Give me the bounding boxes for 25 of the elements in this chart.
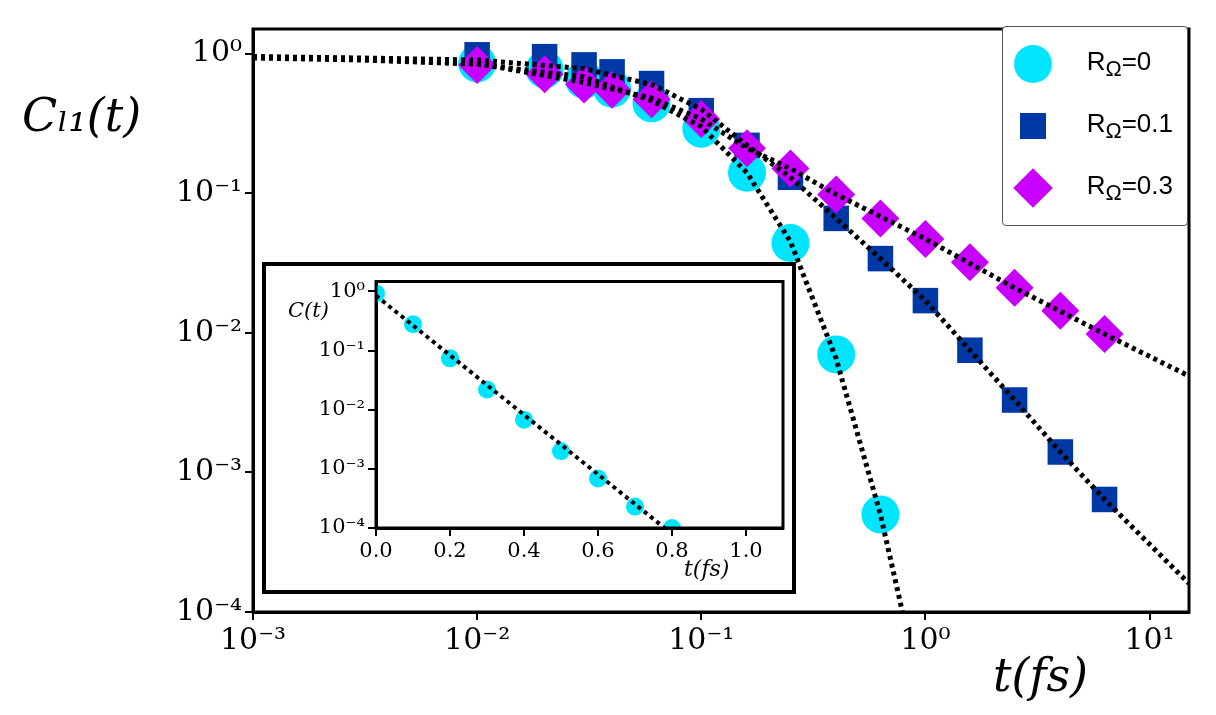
y-axis-title: Cₗ₁(t) (22, 88, 142, 142)
x-axis-title: t(fs) (684, 556, 730, 581)
y-tick-label: 10⁻³ (175, 452, 242, 488)
y-tick-label: 10⁻⁴ (318, 514, 365, 539)
legend-label: R$_{Ω}$=0.1 (1086, 107, 1173, 145)
x-tick-label: 0.0 (359, 538, 393, 563)
x-tick-label: 10⁻¹ (668, 620, 735, 656)
x-tick-label: 10⁻² (444, 620, 511, 656)
x-tick-label: 0.6 (581, 538, 615, 563)
legend-label: R$_{Ω}$=0.3 (1086, 169, 1173, 207)
y-tick-label: 10⁻¹ (175, 172, 242, 208)
x-tick-label: 0.4 (507, 538, 541, 563)
y-axis-title: C(t) (288, 298, 329, 322)
legend-label: R$_{Ω}$=0 (1086, 45, 1152, 83)
y-tick-label: 10⁰ (191, 33, 242, 69)
y-tick-label: 10⁰ (329, 277, 365, 302)
x-tick-label: 0.2 (433, 538, 467, 563)
x-tick-label: 10⁰ (900, 620, 951, 656)
y-tick-label: 10⁻² (318, 396, 365, 421)
y-tick-label: 10⁻³ (318, 455, 365, 480)
x-axis-title: t(fs) (993, 648, 1089, 702)
y-tick-label: 10⁻² (175, 312, 242, 348)
x-tick-label: 1.0 (729, 538, 763, 563)
y-tick-label: 10⁻¹ (318, 337, 365, 362)
x-tick-label: 10¹ (1124, 620, 1175, 656)
